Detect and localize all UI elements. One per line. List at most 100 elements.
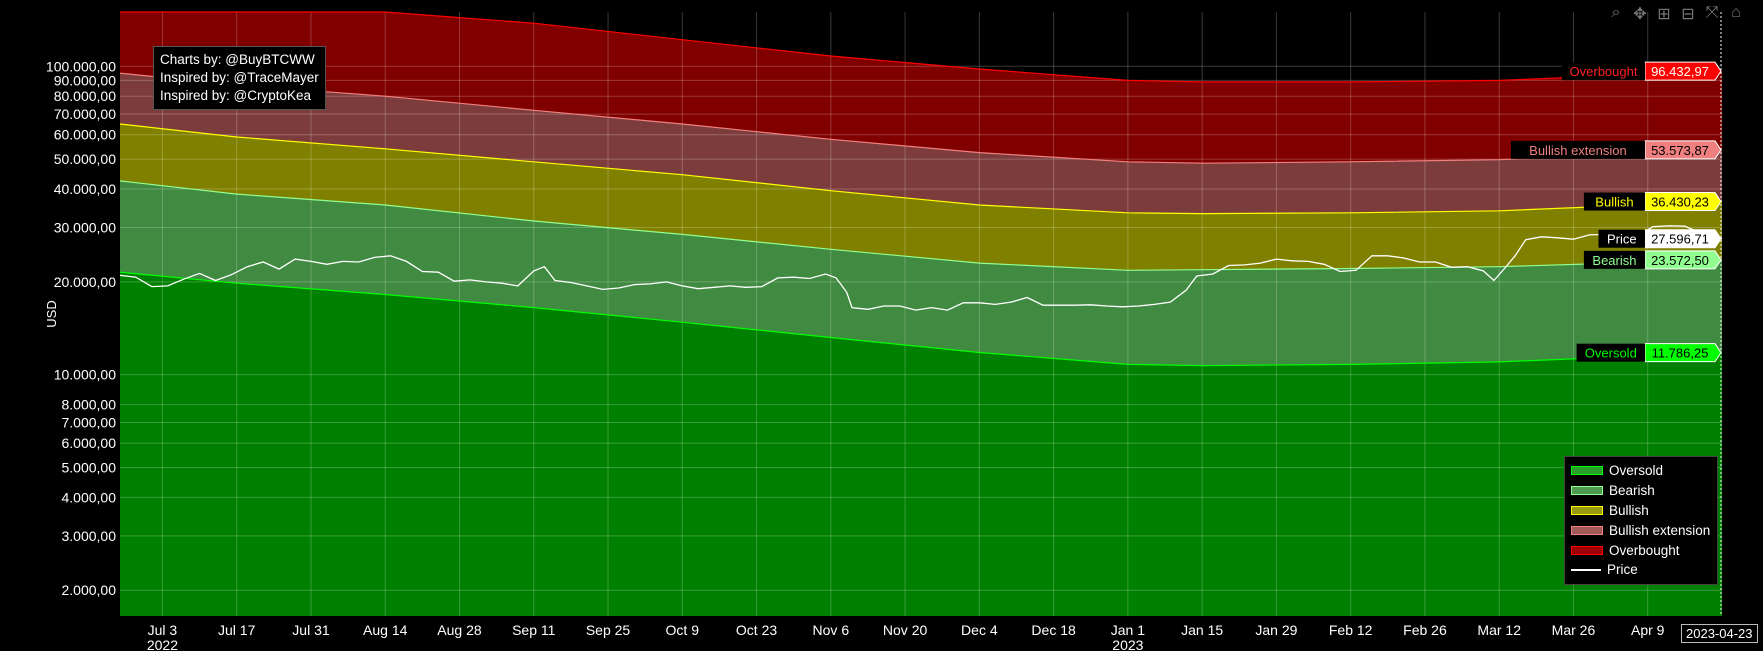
zoom-out-icon[interactable]: ⊟ xyxy=(1681,6,1695,23)
x-tick-label: Oct 23 xyxy=(736,622,777,638)
x-tick-label: Apr 9 xyxy=(1631,622,1665,638)
x-tick-label: Jul 31 xyxy=(292,622,330,638)
end-name-label: Overbought xyxy=(1570,64,1638,79)
grid-lines xyxy=(120,12,1722,616)
credit-line: Inspired by: @CryptoKea xyxy=(160,88,312,103)
x-tick-label: Jan 29 xyxy=(1255,622,1297,638)
legend-swatch xyxy=(1571,545,1603,555)
y-tick-label: 70.000,00 xyxy=(54,106,116,122)
legend-swatch xyxy=(1571,505,1603,515)
y-tick-label: 20.000,00 xyxy=(54,274,116,290)
x-tick-label: Feb 26 xyxy=(1403,622,1447,638)
end-value-label: 96.432,97 xyxy=(1651,64,1709,79)
end-label-bullish: 36.430,23 Bullish xyxy=(1583,192,1722,212)
end-label-bearish: 23.572,50 Bearish xyxy=(1583,250,1722,270)
y-tick-label: 10.000,00 xyxy=(54,367,116,383)
y-tick-label: 6.000,00 xyxy=(62,435,117,451)
legend-item-bearish[interactable]: Bearish xyxy=(1571,481,1711,501)
x-tick-year-label: 2023 xyxy=(1112,637,1143,651)
y-tick-label: 7.000,00 xyxy=(62,414,117,430)
legend-item-bullish[interactable]: Bullish xyxy=(1571,501,1711,521)
legend-swatch xyxy=(1571,568,1601,571)
legend-swatch xyxy=(1571,525,1603,535)
credit-line: Inspired by: @TraceMayer xyxy=(160,70,319,85)
y-tick-label: 4.000,00 xyxy=(62,489,117,505)
end-name-box xyxy=(1583,250,1645,269)
legend: Oversold Bearish Bullish Bullish extensi… xyxy=(1564,456,1718,585)
y-tick-label: 2.000,00 xyxy=(62,582,117,598)
end-labels: 11.786,25 Oversold 23.572,50 Bearish 36.430,… xyxy=(1510,12,1722,616)
x-tick-label: Jul 3 xyxy=(148,622,178,638)
legend-item-overbought[interactable]: Overbought xyxy=(1571,540,1711,560)
x-tick-label: Sep 11 xyxy=(512,622,556,638)
line-bullish xyxy=(119,123,1723,215)
legend-swatch xyxy=(1571,466,1603,476)
x-tick-label: Jan 15 xyxy=(1181,622,1223,638)
zoom-icon[interactable]: ⌕ xyxy=(1611,4,1621,21)
autoscale-icon[interactable]: ⤧ xyxy=(1705,4,1719,21)
pan-icon[interactable]: ✥ xyxy=(1633,6,1647,23)
end-value-label: 27.596,71 xyxy=(1651,232,1709,247)
legend-swatch xyxy=(1571,486,1603,496)
y-tick-label: 5.000,00 xyxy=(62,460,117,476)
x-tick-label: Feb 12 xyxy=(1329,622,1373,638)
end-name-label: Bearish xyxy=(1592,253,1636,268)
x-tick-label: Aug 28 xyxy=(437,622,482,638)
modebar: ⌕ ✥ ⊞ ⊟ ⤧ ⌂ xyxy=(1607,4,1745,24)
end-value-label: 53.573,87 xyxy=(1651,143,1709,158)
legend-label: Oversold xyxy=(1609,463,1664,479)
credits-box: Charts by: @BuyBTCWW Inspired by: @Trace… xyxy=(153,46,326,110)
price-line xyxy=(119,225,1723,311)
legend-item-bullish-extension[interactable]: Bullish extension xyxy=(1571,520,1711,540)
x-tick-label: Dec 4 xyxy=(961,622,998,638)
x-tick-label: Mar 12 xyxy=(1477,622,1521,638)
end-label-price: 27.596,71 Price xyxy=(1598,229,1722,249)
end-value-label: 11.786,25 xyxy=(1652,346,1709,361)
legend-label: Bullish extension xyxy=(1609,522,1711,538)
x-tick-label: Aug 14 xyxy=(363,622,408,638)
y-tick-label: 50.000,00 xyxy=(54,151,116,167)
band-oversold xyxy=(120,272,1722,616)
end-label-oversold: 11.786,25 Oversold xyxy=(1576,343,1722,363)
legend-label: Bullish xyxy=(1609,502,1649,518)
x-tick-label: Nov 20 xyxy=(883,622,928,638)
end-name-label: Price xyxy=(1607,232,1637,247)
x-tick-label: Dec 18 xyxy=(1031,622,1076,638)
band-areas xyxy=(120,12,1722,616)
y-tick-label: 90.000,00 xyxy=(54,72,116,88)
x-tick-label: Nov 6 xyxy=(813,622,850,638)
end-name-box xyxy=(1562,62,1645,81)
end-name-label: Bullish extension xyxy=(1529,143,1627,158)
x-tick-label: Sep 25 xyxy=(586,622,631,638)
x-tick-label: Oct 9 xyxy=(666,622,700,638)
legend-label: Bearish xyxy=(1609,483,1655,499)
y-tick-label: 80.000,00 xyxy=(54,88,116,104)
end-name-box xyxy=(1583,192,1645,211)
end-label-overbought: 96.432,97 Overbought xyxy=(1562,61,1722,81)
line-bearish xyxy=(119,180,1723,271)
end-value-label: 36.430,23 xyxy=(1651,195,1709,210)
y-axis-ticks: 2.000,00 3.000,00 4.000,00 5.000,00 6.000,00… xyxy=(46,58,116,598)
home-icon[interactable]: ⌂ xyxy=(1731,4,1741,21)
x-tick-year-label: 2022 xyxy=(147,637,178,651)
y-tick-label: 30.000,00 xyxy=(54,220,116,236)
band-lines xyxy=(119,11,1723,367)
x-tick-label: Jan 1 xyxy=(1111,622,1145,638)
y-tick-label: 60.000,00 xyxy=(54,127,116,143)
end-name-label: Bullish xyxy=(1595,195,1633,210)
legend-label: Price xyxy=(1607,562,1638,578)
zoom-in-icon[interactable]: ⊞ xyxy=(1657,6,1671,23)
legend-item-price[interactable]: Price xyxy=(1571,560,1711,580)
y-tick-label: 100.000,00 xyxy=(46,58,116,74)
end-value-label: 23.572,50 xyxy=(1651,253,1709,268)
line-oversold xyxy=(119,271,1723,367)
y-tick-label: 40.000,00 xyxy=(54,181,116,197)
credit-line: Charts by: @BuyBTCWW xyxy=(160,52,315,67)
end-name-box xyxy=(1576,343,1645,362)
end-name-box xyxy=(1510,140,1645,159)
end-name-label: Oversold xyxy=(1585,346,1637,361)
x-tick-label: Mar 26 xyxy=(1552,622,1596,638)
legend-item-oversold[interactable]: Oversold xyxy=(1571,461,1711,481)
